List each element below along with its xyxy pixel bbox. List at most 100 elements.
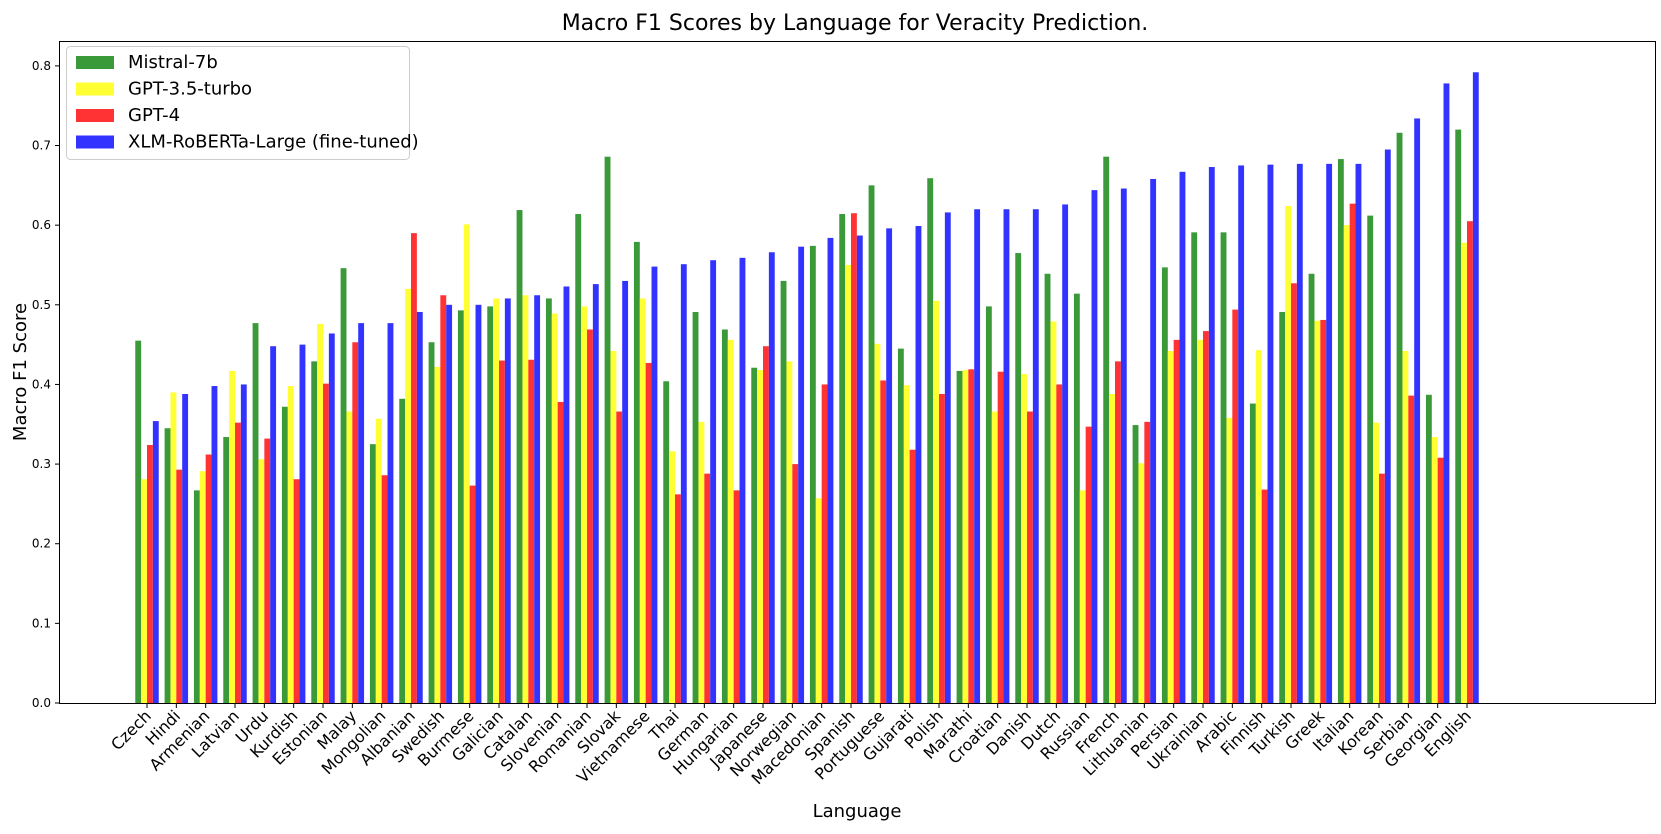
bar-xlm-roberta-large-fine-tuned-finnish <box>1267 164 1274 703</box>
bar-xlm-roberta-large-fine-tuned-greek <box>1326 163 1333 703</box>
bar-gpt-4-kurdish <box>293 479 300 703</box>
bar-gpt-4-thai <box>675 494 681 703</box>
bar-mistral-7b-burmese <box>457 310 464 703</box>
bar-mistral-7b-norwegian <box>780 280 787 703</box>
bar-gpt-4-armenian <box>205 454 212 703</box>
bar-gpt-4-georgian <box>1437 457 1444 703</box>
legend-swatch <box>76 56 114 69</box>
bar-gpt-3-5-turbo-ukrainian <box>1197 339 1203 703</box>
bar-mistral-7b-armenian <box>193 490 200 703</box>
bar-mistral-7b-dutch <box>1044 273 1051 703</box>
bar-mistral-7b-french <box>1103 156 1110 704</box>
legend-label: XLM-RoBERTa-Large (fine-tuned) <box>128 132 419 153</box>
bar-gpt-3-5-turbo-persian <box>1167 350 1174 703</box>
bar-mistral-7b-galician <box>487 306 494 703</box>
bar-xlm-roberta-large-fine-tuned-korean <box>1384 149 1391 703</box>
bar-xlm-roberta-large-fine-tuned-german <box>710 260 717 703</box>
bar-mistral-7b-turkish <box>1279 311 1286 703</box>
bar-gpt-3-5-turbo-georgian <box>1431 437 1438 703</box>
bar-gpt-3-5-turbo-spanish <box>845 264 851 703</box>
bar-mistral-7b-macedonian <box>809 245 816 703</box>
bar-xlm-roberta-large-fine-tuned-vietnamese <box>651 266 658 703</box>
bar-gpt-3-5-turbo-polish <box>933 300 939 703</box>
bar-gpt-4-mongolian <box>381 475 388 703</box>
bar-gpt-3-5-turbo-czech <box>141 479 147 703</box>
bar-xlm-roberta-large-fine-tuned-turkish <box>1296 163 1303 703</box>
bar-xlm-roberta-large-fine-tuned-thai <box>680 264 687 703</box>
bar-xlm-roberta-large-fine-tuned-dutch <box>1062 204 1069 703</box>
bar-gpt-3-5-turbo-russian <box>1079 490 1086 703</box>
bar-gpt-3-5-turbo-armenian <box>199 471 206 703</box>
bar-gpt-4-dutch <box>1056 384 1063 703</box>
x-axis: CzechHindiArmenianLatvianUrduKurdishEsto… <box>107 703 1475 788</box>
bar-mistral-7b-thai <box>663 381 670 703</box>
bar-mistral-7b-english <box>1455 129 1462 703</box>
bar-gpt-4-french <box>1115 361 1121 703</box>
bar-mistral-7b-persian <box>1161 267 1168 703</box>
bar-gpt-3-5-turbo-mongolian <box>375 418 382 703</box>
bar-gpt-3-5-turbo-albanian <box>405 288 411 703</box>
bar-mistral-7b-gujarati <box>897 348 904 703</box>
bar-gpt-4-urdu <box>264 438 271 703</box>
bar-gpt-4-korean <box>1379 473 1385 703</box>
y-tick-label: 0.7 <box>32 139 51 153</box>
bar-gpt-4-ukrainian <box>1203 331 1209 703</box>
bar-gpt-4-macedonian <box>821 384 828 703</box>
bar-mistral-7b-hindi <box>164 428 171 703</box>
bar-gpt-4-malay <box>352 342 359 703</box>
bar-xlm-roberta-large-fine-tuned-french <box>1120 188 1127 704</box>
bar-mistral-7b-danish <box>1015 253 1022 703</box>
bar-mistral-7b-german <box>692 311 699 703</box>
bar-mistral-7b-italian <box>1337 159 1344 704</box>
bar-gpt-4-albanian <box>411 233 417 704</box>
bar-xlm-roberta-large-fine-tuned-galician <box>504 298 511 703</box>
bar-gpt-4-burmese <box>469 485 476 703</box>
bar-xlm-roberta-large-fine-tuned-marathi <box>974 209 981 703</box>
bar-gpt-3-5-turbo-portuguese <box>874 343 881 703</box>
bar-gpt-3-5-turbo-urdu <box>258 459 265 703</box>
bar-xlm-roberta-large-fine-tuned-slovenian <box>563 286 570 703</box>
bar-gpt-3-5-turbo-estonian <box>317 323 323 703</box>
bar-xlm-roberta-large-fine-tuned-estonian <box>328 333 335 703</box>
bar-mistral-7b-latvian <box>223 437 230 703</box>
bar-gpt-3-5-turbo-marathi <box>962 370 969 703</box>
bar-mistral-7b-georgian <box>1425 394 1432 703</box>
bar-gpt-4-czech <box>147 444 153 703</box>
bars-layer <box>135 72 1479 704</box>
bar-xlm-roberta-large-fine-tuned-spanish <box>856 235 863 704</box>
bar-xlm-roberta-large-fine-tuned-georgian <box>1443 83 1450 703</box>
bar-gpt-4-lithuanian <box>1144 421 1151 703</box>
legend-box <box>66 46 410 160</box>
bar-xlm-roberta-large-fine-tuned-hindi <box>182 394 189 703</box>
bar-gpt-3-5-turbo-korean <box>1373 422 1379 703</box>
bar-xlm-roberta-large-fine-tuned-romanian <box>592 284 599 703</box>
bar-mistral-7b-ukrainian <box>1191 232 1198 703</box>
bar-xlm-roberta-large-fine-tuned-urdu <box>270 346 277 703</box>
bar-gpt-4-swedish <box>440 295 447 703</box>
bar-gpt-3-5-turbo-english <box>1461 242 1467 704</box>
bar-gpt-4-portuguese <box>880 380 887 703</box>
bar-mistral-7b-hungarian <box>721 329 728 703</box>
bar-gpt-4-croatian <box>997 371 1004 703</box>
bar-gpt-3-5-turbo-croatian <box>991 411 998 703</box>
bar-mistral-7b-catalan <box>516 210 523 703</box>
bar-gpt-4-hungarian <box>733 490 740 703</box>
bar-xlm-roberta-large-fine-tuned-hungarian <box>739 257 746 703</box>
bar-gpt-3-5-turbo-finnish <box>1255 350 1262 703</box>
legend-swatch <box>76 109 114 122</box>
bar-xlm-roberta-large-fine-tuned-norwegian <box>798 246 805 703</box>
bar-mistral-7b-portuguese <box>868 185 875 704</box>
bar-gpt-4-polish <box>939 394 945 703</box>
bar-gpt-4-slovenian <box>557 401 564 703</box>
bar-gpt-3-5-turbo-macedonian <box>815 498 822 703</box>
bar-gpt-4-danish <box>1027 411 1033 703</box>
bar-mistral-7b-russian <box>1073 293 1080 703</box>
bar-gpt-4-turkish <box>1291 283 1297 703</box>
bar-xlm-roberta-large-fine-tuned-polish <box>944 212 951 703</box>
bar-xlm-roberta-large-fine-tuned-japanese <box>768 252 775 703</box>
chart-title: Macro F1 Scores by Language for Veracity… <box>562 11 1149 36</box>
bar-xlm-roberta-large-fine-tuned-croatian <box>1003 209 1010 703</box>
bar-gpt-4-japanese <box>763 346 769 703</box>
